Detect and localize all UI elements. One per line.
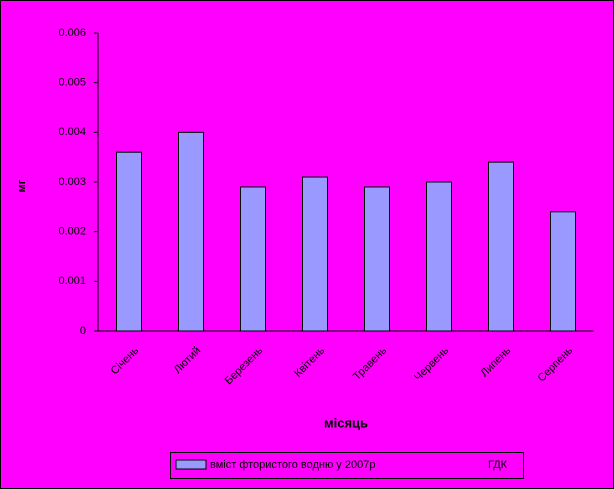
y-tick-label: 0.004 xyxy=(58,126,86,138)
bar xyxy=(116,151,142,332)
y-tick-label: 0.003 xyxy=(58,176,86,188)
bar xyxy=(426,181,452,332)
y-tick-label: 0.002 xyxy=(58,226,86,238)
x-axis-label: місяць xyxy=(324,415,368,430)
y-tick-label: 0.006 xyxy=(58,27,86,39)
y-tick-label: 0 xyxy=(80,325,86,337)
bar xyxy=(488,161,514,332)
bar xyxy=(302,176,328,332)
legend-swatch xyxy=(175,459,207,470)
y-tick-label: 0.001 xyxy=(58,275,86,287)
bar xyxy=(240,186,266,332)
y-axis-label: мг xyxy=(16,179,28,192)
bar xyxy=(364,186,390,332)
bar xyxy=(550,211,576,332)
legend xyxy=(170,452,524,479)
legend-label: вміст фтористого водню у 2007р xyxy=(210,459,375,471)
bar xyxy=(178,131,204,332)
y-tick-label: 0.005 xyxy=(58,77,86,89)
legend-label: ГДК xyxy=(488,459,508,471)
